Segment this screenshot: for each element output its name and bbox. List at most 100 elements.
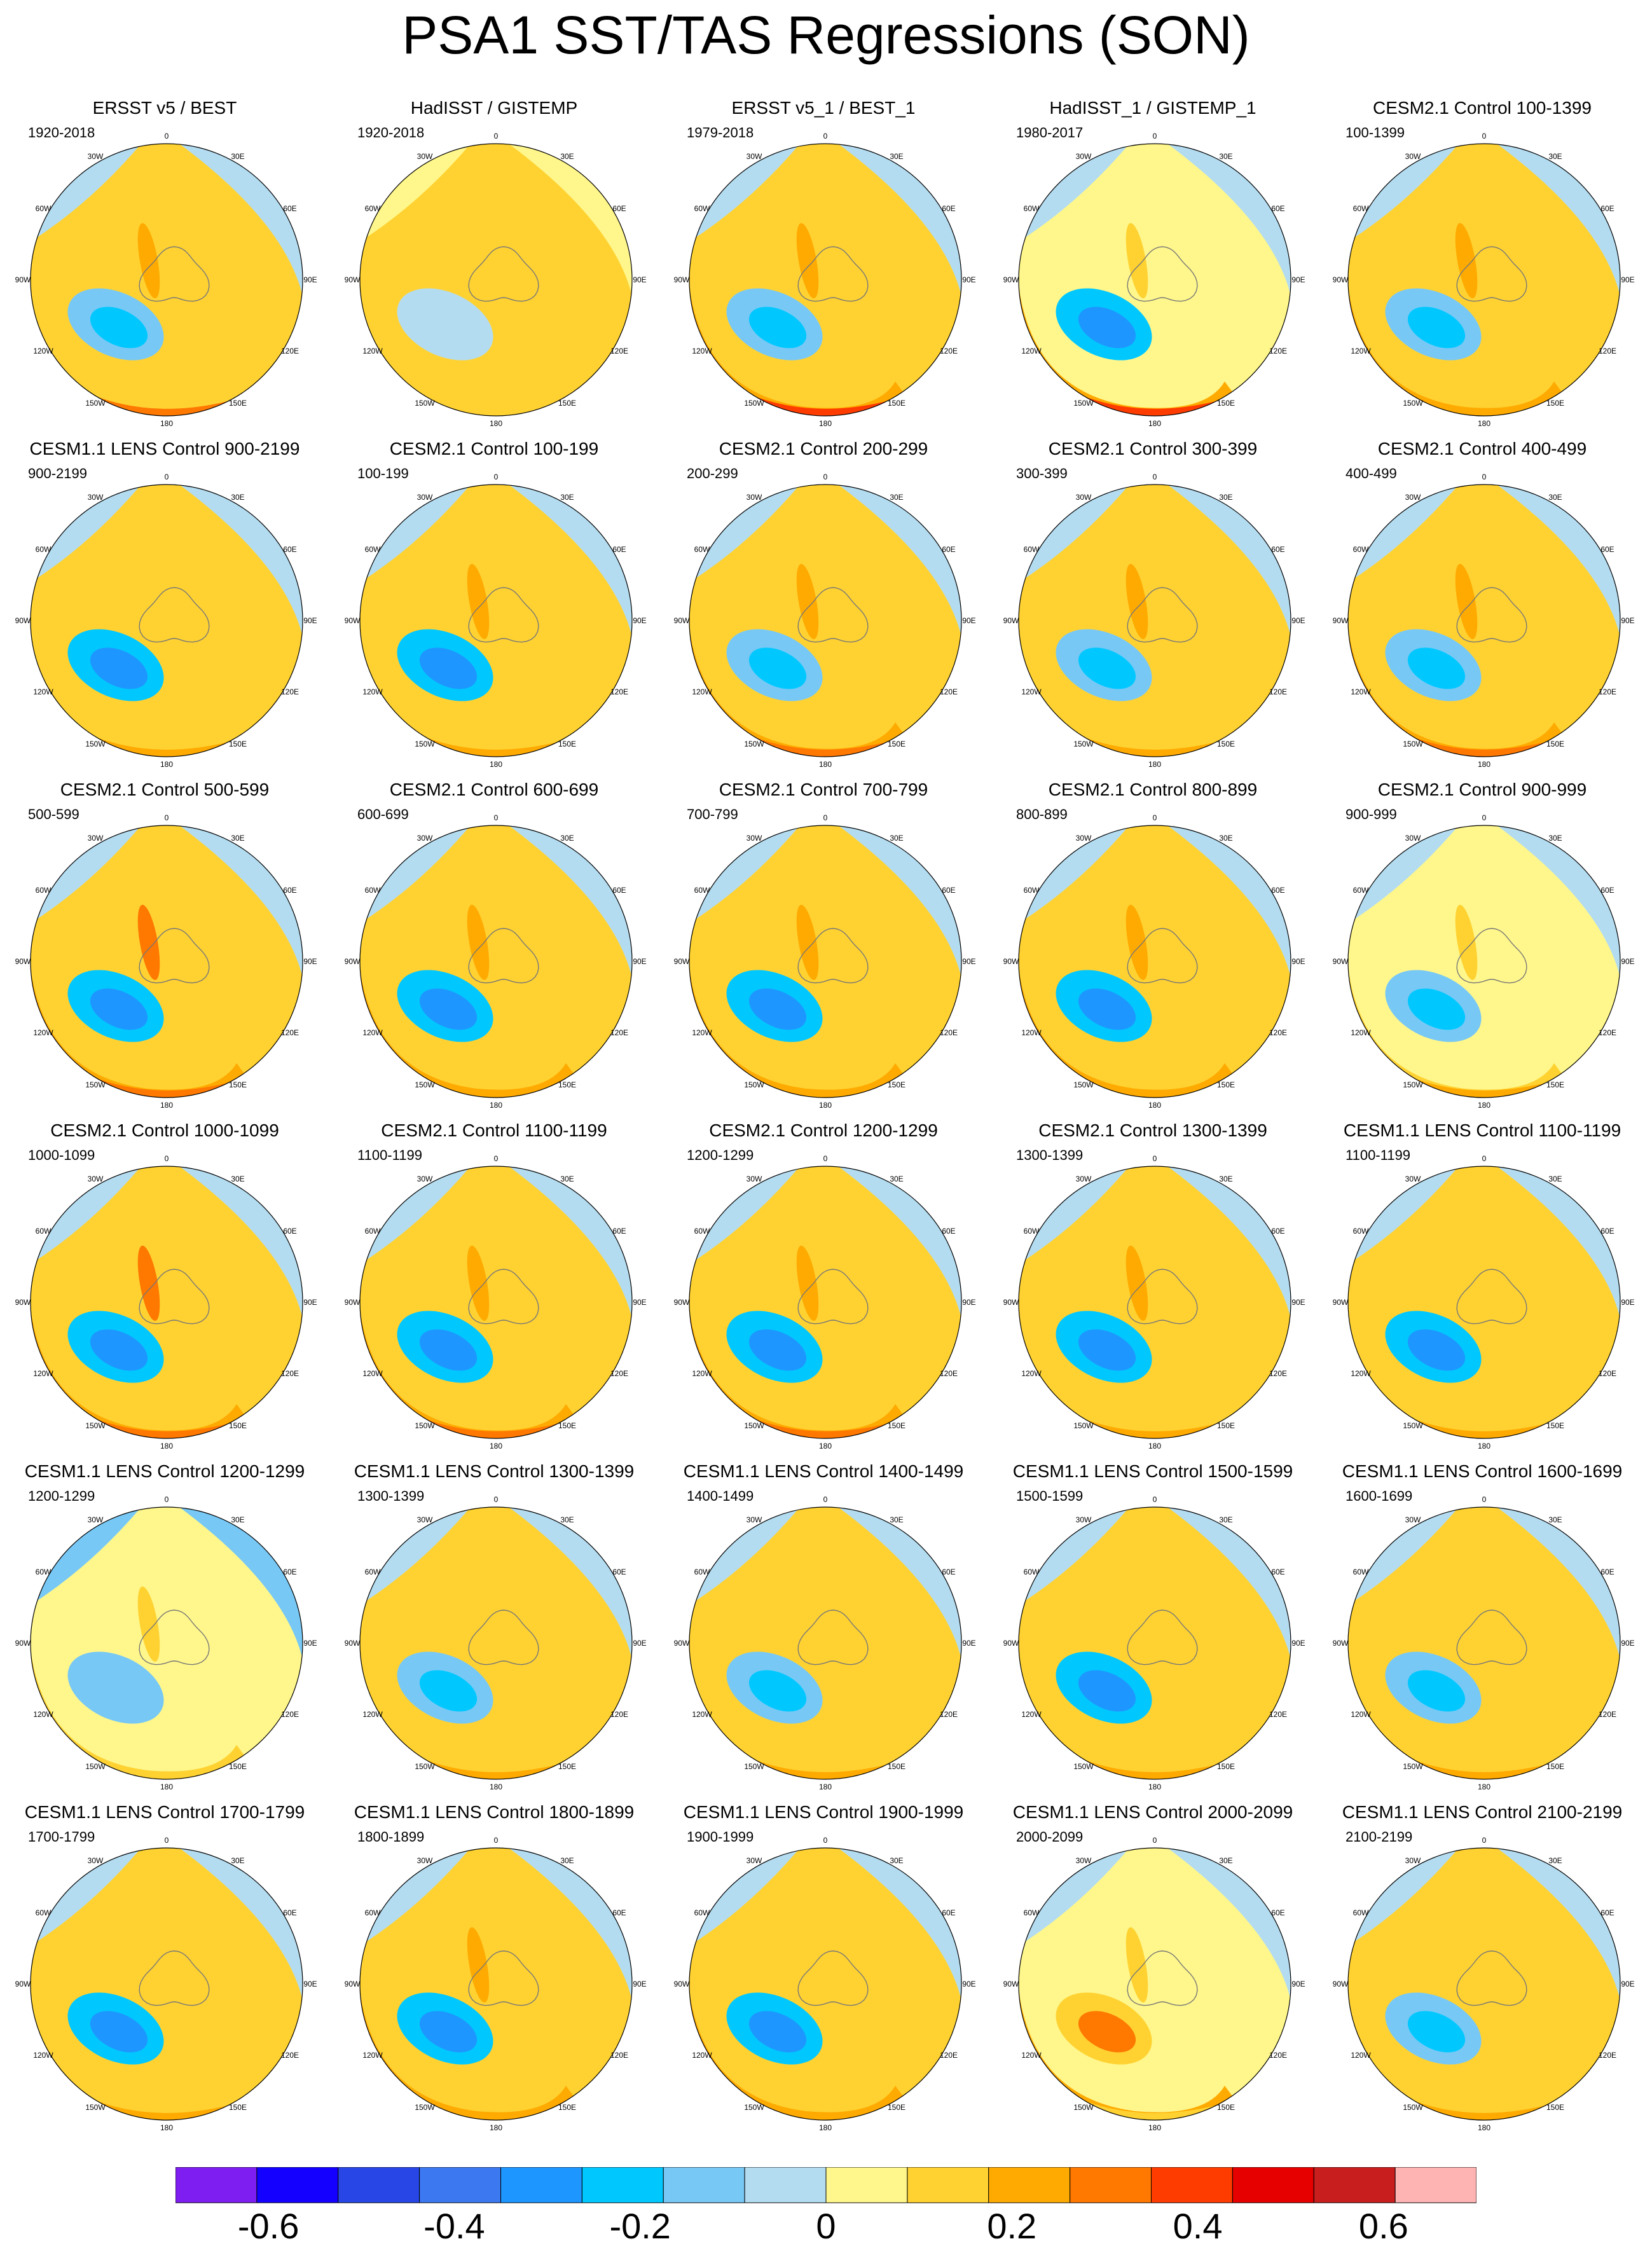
longitude-label: 150W: [85, 1080, 106, 1089]
anomaly-region: [90, 1329, 148, 1371]
coastline: [139, 587, 210, 643]
longitude-label: 90W: [1003, 1639, 1019, 1648]
coastline: [139, 1609, 210, 1665]
longitude-label: 60E: [1600, 545, 1614, 554]
longitude-label: 90W: [345, 1298, 361, 1307]
longitude-label: 120W: [33, 687, 53, 696]
polar-map: 0 30E 60E 90E 120E 150E 180 150W 120W 90W 60W 30W: [674, 132, 976, 428]
anomaly-region: [1407, 1329, 1466, 1371]
anomaly-region: [137, 904, 160, 981]
longitude-label: 90W: [674, 616, 690, 625]
polar-map: 0 30E 60E 90E 120E 150E 180 150W 120W 90W 60W 30W: [15, 472, 317, 769]
longitude-label: 90E: [303, 275, 317, 284]
panel-period-label: 400-499: [1346, 465, 1397, 481]
longitude-label: 180: [1148, 760, 1161, 769]
anomaly-region: [1455, 1245, 1478, 1321]
longitude-label: 0: [165, 472, 169, 481]
map-border: [1018, 1847, 1291, 2121]
map-panel: CESM1.1 LENS Control 900-2199 900-2199 0 30…: [0, 439, 329, 780]
longitude-label: 60W: [694, 545, 710, 554]
panel-period-label: 300-399: [1016, 465, 1068, 481]
panel-title: CESM2.1 Control 1200-1299: [709, 1120, 938, 1140]
anomaly-region: [748, 307, 807, 348]
panel-period-label: 2100-2199: [1346, 1829, 1413, 1845]
longitude-label: 60E: [283, 1227, 296, 1236]
longitude-label: 90W: [15, 957, 31, 966]
longitude-label: 120W: [362, 2051, 383, 2060]
longitude-label: 90E: [1621, 1298, 1634, 1307]
colorbar-tick-label: 0.2: [987, 2206, 1036, 2243]
anomaly-region: [137, 563, 160, 640]
coastline: [1127, 246, 1198, 302]
coastline: [468, 1609, 539, 1665]
longitude-label: 150W: [1073, 1080, 1094, 1089]
anomaly-region: [796, 1586, 819, 1662]
longitude-label: 90W: [1333, 616, 1349, 625]
map-border: [689, 143, 962, 417]
longitude-label: 90W: [1003, 275, 1019, 284]
longitude-label: 90E: [962, 616, 975, 625]
panel-period-label: 1100-1199: [1346, 1147, 1410, 1163]
panel-title: CESM2.1 Control 400-499: [1377, 439, 1587, 458]
longitude-label: 0: [823, 1495, 828, 1504]
longitude-label: 90E: [633, 275, 646, 284]
anomaly-region: [1455, 1586, 1478, 1662]
map-border: [1018, 484, 1291, 757]
longitude-label: 0: [165, 1154, 169, 1163]
longitude-label: 90W: [1333, 1298, 1349, 1307]
map-panel: CESM1.1 LENS Control 1200-1299 1200-1299 0…: [0, 1461, 329, 1802]
longitude-label: 90W: [674, 1639, 690, 1648]
longitude-label: 30E: [560, 1175, 574, 1183]
panel-period-label: 700-799: [687, 806, 738, 822]
map-panel: CESM1.1 LENS Control 1900-1999 1900-1999 0…: [659, 1802, 988, 2143]
longitude-label: 120W: [33, 347, 53, 355]
panel-title: CESM1.1 LENS Control 1200-1299: [24, 1461, 305, 1481]
longitude-label: 60E: [283, 1908, 296, 1917]
longitude-label: 30E: [1219, 152, 1232, 161]
longitude-label: 90W: [674, 957, 690, 966]
coastline: [797, 928, 869, 984]
longitude-label: 180: [1148, 2123, 1161, 2132]
longitude-label: 120W: [1021, 347, 1042, 355]
longitude-label: 150E: [558, 740, 576, 748]
coastline: [1127, 928, 1198, 984]
longitude-label: 180: [160, 419, 173, 428]
map-border: [1347, 143, 1621, 417]
longitude-label: 30W: [1076, 1175, 1092, 1183]
longitude-label: 60W: [694, 1227, 710, 1236]
longitude-label: 150E: [888, 1762, 905, 1771]
longitude-label: 150W: [1073, 399, 1094, 408]
longitude-label: 60W: [365, 204, 381, 213]
longitude-label: 90W: [345, 616, 361, 625]
longitude-label: 30W: [1405, 1175, 1421, 1183]
anomaly-region: [1078, 2011, 1136, 2053]
colorbar-swatch: [338, 2167, 420, 2203]
map-border: [30, 143, 303, 417]
anomaly-region: [796, 904, 819, 981]
longitude-label: 60E: [942, 1567, 955, 1576]
colorbar-tick-label: 0.6: [1359, 2206, 1408, 2243]
longitude-label: 120W: [692, 687, 712, 696]
longitude-label: 180: [490, 1782, 502, 1791]
polar-map: 0 30E 60E 90E 120E 150E 180 150W 120W 90W 60W 30W: [1003, 1495, 1305, 1791]
longitude-label: 150W: [1403, 1421, 1423, 1430]
longitude-label: 0: [823, 1154, 828, 1163]
panel-title: CESM2.1 Control 700-799: [719, 780, 928, 799]
longitude-label: 120E: [610, 687, 628, 696]
longitude-label: 150E: [1546, 740, 1564, 748]
coastline: [139, 246, 210, 302]
longitude-label: 120E: [1599, 1028, 1616, 1037]
longitude-label: 30W: [417, 1856, 433, 1865]
panel-title: HadISST / GISTEMP: [410, 98, 578, 118]
longitude-label: 90E: [1291, 616, 1305, 625]
coastline: [1456, 1269, 1527, 1325]
panel-title: CESM1.1 LENS Control 1800-1899: [354, 1802, 635, 1822]
longitude-label: 150E: [1546, 2103, 1564, 2112]
anomaly-region: [1078, 647, 1136, 689]
coastline: [797, 1609, 869, 1665]
longitude-label: 150E: [1546, 1080, 1564, 1089]
polar-map: 0 30E 60E 90E 120E 150E 180 150W 120W 90W 60W 30W: [345, 472, 647, 769]
longitude-label: 30E: [1219, 1175, 1232, 1183]
panel-title: CESM1.1 LENS Control 1700-1799: [24, 1802, 305, 1822]
longitude-label: 180: [490, 2123, 502, 2132]
